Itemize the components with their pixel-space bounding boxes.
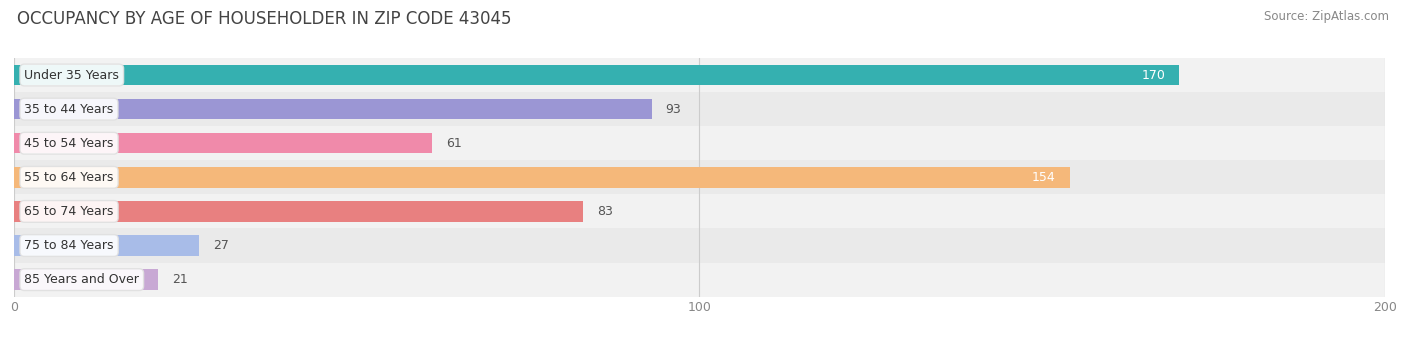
Text: Source: ZipAtlas.com: Source: ZipAtlas.com	[1264, 10, 1389, 23]
Text: 75 to 84 Years: 75 to 84 Years	[24, 239, 114, 252]
Text: Under 35 Years: Under 35 Years	[24, 69, 120, 81]
Text: 83: 83	[596, 205, 613, 218]
Text: 85 Years and Over: 85 Years and Over	[24, 273, 139, 286]
Bar	[14, 263, 1385, 297]
Text: 55 to 64 Years: 55 to 64 Years	[24, 171, 114, 184]
Bar	[14, 235, 200, 256]
Bar	[14, 269, 157, 290]
Bar	[14, 167, 1070, 188]
Text: 170: 170	[1142, 69, 1166, 81]
Bar	[14, 65, 1180, 85]
Text: 61: 61	[446, 137, 461, 150]
Bar	[14, 126, 1385, 160]
Text: 21: 21	[172, 273, 187, 286]
Bar	[14, 58, 1385, 92]
Text: 27: 27	[212, 239, 229, 252]
Text: 45 to 54 Years: 45 to 54 Years	[24, 137, 114, 150]
Text: 154: 154	[1032, 171, 1056, 184]
Text: OCCUPANCY BY AGE OF HOUSEHOLDER IN ZIP CODE 43045: OCCUPANCY BY AGE OF HOUSEHOLDER IN ZIP C…	[17, 10, 512, 28]
Bar	[14, 201, 583, 222]
Text: 35 to 44 Years: 35 to 44 Years	[24, 103, 114, 116]
Text: 65 to 74 Years: 65 to 74 Years	[24, 205, 114, 218]
Bar	[14, 228, 1385, 263]
Text: 93: 93	[665, 103, 681, 116]
Bar	[14, 194, 1385, 228]
Bar	[14, 160, 1385, 194]
Bar	[14, 92, 1385, 126]
Bar	[14, 133, 432, 153]
Bar	[14, 99, 651, 119]
